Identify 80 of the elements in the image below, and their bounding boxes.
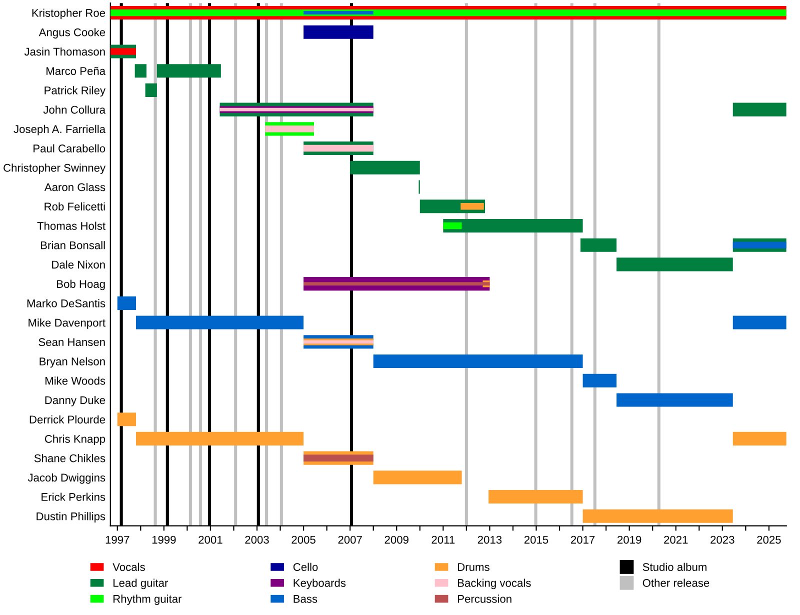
bar xyxy=(732,102,786,116)
x-tick-label: 2015 xyxy=(524,536,548,544)
y-tick-label: Rob Felicetti xyxy=(44,202,105,210)
bar xyxy=(373,470,462,484)
x-tick-label: 1999 xyxy=(152,536,176,544)
bar xyxy=(373,354,583,368)
y-tick-label: Sean Hansen xyxy=(38,338,105,346)
legend-label: Other release xyxy=(642,578,710,587)
y-tick-label: Brian Bonsall xyxy=(40,241,105,250)
bar xyxy=(350,160,420,174)
y-tick-label: Bryan Nelson xyxy=(40,357,105,368)
legend-label: Vocals xyxy=(112,562,145,571)
y-tick-label: Shane Chikles xyxy=(34,454,106,462)
y-tick-label: Angus Cooke xyxy=(38,28,106,38)
bar xyxy=(582,374,617,388)
x-tick-label: 2019 xyxy=(618,536,642,544)
x-tick-label: 2001 xyxy=(198,536,222,544)
legend-label: Percussion xyxy=(458,594,512,603)
legend-label: Bass xyxy=(294,595,318,603)
x-tick-label: 2023 xyxy=(710,536,734,544)
y-tick-label: Erick Perkins xyxy=(42,492,106,501)
y-tick-label: Jacob Dwiggins xyxy=(28,473,106,484)
y-tick-label: Patrick Riley xyxy=(44,86,106,97)
y-tick-label: John Collura xyxy=(43,106,106,114)
y-tick-label: Jasin Thomason xyxy=(24,47,105,56)
y-tick-label: Paul Carabello xyxy=(34,144,106,152)
bar xyxy=(145,83,157,97)
y-tick-label: Joseph A. Farriella xyxy=(14,124,106,136)
bar xyxy=(265,126,314,132)
y-tick-label: Thomas Holst xyxy=(37,222,106,230)
y-tick-label: Chris Knapp xyxy=(44,434,106,446)
x-tick-label: 2009 xyxy=(384,536,408,544)
y-tick-label: Derrick Plourde xyxy=(30,415,106,424)
bar xyxy=(117,296,136,310)
bar xyxy=(110,48,136,55)
x-tick-label: 2017 xyxy=(570,536,595,544)
bar xyxy=(616,258,733,272)
y-tick-label: Kristopher Roe xyxy=(32,8,106,20)
bar xyxy=(304,454,374,462)
x-tick-label: 2003 xyxy=(245,536,269,544)
x-tick-label: 2007 xyxy=(338,536,362,544)
y-tick-label: Mike Woods xyxy=(46,376,106,385)
bar xyxy=(732,432,786,446)
bar xyxy=(582,509,733,523)
y-tick-label: Marko DeSantis xyxy=(27,299,106,308)
bar xyxy=(304,282,490,286)
bar xyxy=(136,432,304,446)
y-tick-label: Dustin Phillips xyxy=(36,512,106,522)
bar xyxy=(134,64,146,78)
y-tick-label: Aaron Glass xyxy=(44,182,106,192)
y-tick-label: Danny Duke xyxy=(45,396,106,406)
legend-label: Rhythm guitar xyxy=(114,594,182,605)
bar xyxy=(443,222,462,230)
legend-label: Cello xyxy=(293,562,318,571)
legend-label: Studio album xyxy=(642,562,706,571)
y-tick-label: Marco Peña xyxy=(46,66,106,75)
x-tick-label: 2013 xyxy=(478,536,502,544)
bar xyxy=(732,316,786,330)
bar xyxy=(156,64,221,78)
legend-label: Keyboards xyxy=(294,578,346,590)
legend-label: Lead guitar xyxy=(114,578,168,590)
y-tick-label: Bob Hoag xyxy=(57,280,105,290)
bar xyxy=(616,393,733,407)
bar xyxy=(136,316,304,330)
y-tick-label: Christopher Swinney xyxy=(4,164,106,174)
bar xyxy=(117,412,136,426)
bar xyxy=(443,218,583,233)
y-tick-label: Mike Davenport xyxy=(28,318,106,329)
y-tick-label: Dale Nixon xyxy=(52,260,105,269)
x-tick-label: 2011 xyxy=(432,536,455,544)
legend-label: Drums xyxy=(458,563,490,571)
legend-label: Backing vocals xyxy=(458,578,531,590)
bar xyxy=(580,238,617,252)
bar xyxy=(304,25,374,39)
x-tick-label: 1997 xyxy=(106,536,130,544)
x-tick-label: 2025 xyxy=(757,536,781,544)
bar xyxy=(110,9,786,16)
x-tick-label: 2021 xyxy=(664,536,688,544)
x-tick-label: 2005 xyxy=(292,536,316,544)
bar xyxy=(488,490,583,504)
